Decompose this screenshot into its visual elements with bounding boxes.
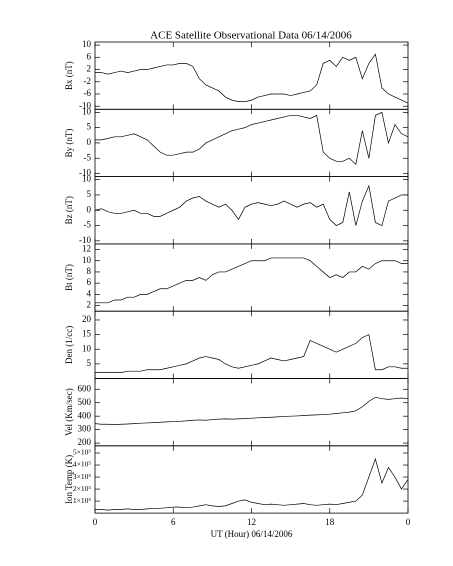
chart-title: ACE Satellite Observational Data 06/14/2… <box>150 30 352 42</box>
panel-frame <box>94 378 409 447</box>
y-tick-label: -5 <box>84 220 92 230</box>
x-tick-label: 0 <box>406 517 411 527</box>
y-tick-label: 10 <box>82 39 92 49</box>
x-tick-label: 12 <box>247 517 256 527</box>
panel-frame <box>94 243 409 312</box>
y-tick-label: -10 <box>79 235 91 245</box>
panel-frame <box>94 108 409 178</box>
y-tick-label: 0 <box>87 204 92 214</box>
y-tick-label: 12 <box>82 244 91 254</box>
data-line <box>95 334 408 373</box>
x-tick-label: 18 <box>325 517 335 527</box>
data-line <box>95 457 409 511</box>
y-axis-label: Vel (Km/sec) <box>64 388 74 436</box>
data-line <box>94 396 409 425</box>
y-tick-label: -6 <box>84 88 92 98</box>
x-tick-label: 0 <box>93 517 98 527</box>
y-tick-label: 1×10⁵ <box>73 496 91 505</box>
y-tick-label: 10 <box>82 106 92 116</box>
panel-frame <box>94 445 409 514</box>
panel-frame <box>94 41 409 110</box>
y-tick-label: 3×10⁵ <box>73 472 91 481</box>
y-tick-label: 5 <box>87 122 92 132</box>
y-tick-label: 5×10⁵ <box>73 448 91 457</box>
y-tick-label: 10 <box>82 255 92 265</box>
y-tick-label: -2 <box>84 76 92 86</box>
panel-frame <box>94 176 409 245</box>
y-axis-label: Bz (nT) <box>64 196 74 224</box>
y-tick-label: -10 <box>79 100 91 110</box>
y-axis-label: Bt (nT) <box>64 264 74 291</box>
x-tick-label: 6 <box>171 517 176 527</box>
y-tick-label: 8 <box>87 266 92 276</box>
y-axis-label: Ion Temp (K) <box>64 455 74 504</box>
y-axis-label: Den (1/cc) <box>64 326 74 364</box>
y-tick-label: 20 <box>82 314 92 324</box>
data-line <box>95 111 409 166</box>
y-tick-label: 500 <box>78 397 92 407</box>
data-line <box>95 53 409 104</box>
data-line <box>95 257 408 304</box>
y-tick-label: 5 <box>87 189 92 199</box>
y-axis-label: By (nT) <box>64 129 74 158</box>
y-tick-label: 200 <box>78 437 92 447</box>
y-tick-label: 2×10⁵ <box>73 484 91 493</box>
y-tick-label: 300 <box>78 424 92 434</box>
y-tick-label: 6 <box>87 277 92 287</box>
y-tick-label: 10 <box>82 174 92 184</box>
y-tick-label: 400 <box>78 410 92 420</box>
y-tick-label: 4 <box>87 288 92 298</box>
y-tick-label: 2 <box>87 300 92 310</box>
panel-frame <box>94 310 409 379</box>
y-tick-label: 15 <box>82 329 92 339</box>
y-tick-label: 4×10⁵ <box>73 460 91 469</box>
x-axis-label: UT (Hour) 06/14/2006 <box>211 529 293 539</box>
y-tick-label: -5 <box>84 152 92 162</box>
y-tick-label: 0 <box>87 137 92 147</box>
data-line <box>94 184 408 227</box>
y-tick-label: 6 <box>87 51 92 61</box>
y-tick-label: 10 <box>82 343 92 353</box>
y-tick-label: 5 <box>87 358 92 368</box>
y-axis-label: Bx (nT) <box>64 61 74 90</box>
y-tick-label: -10 <box>79 168 91 178</box>
y-tick-label: 2 <box>87 64 92 74</box>
y-tick-label: 600 <box>78 383 92 393</box>
